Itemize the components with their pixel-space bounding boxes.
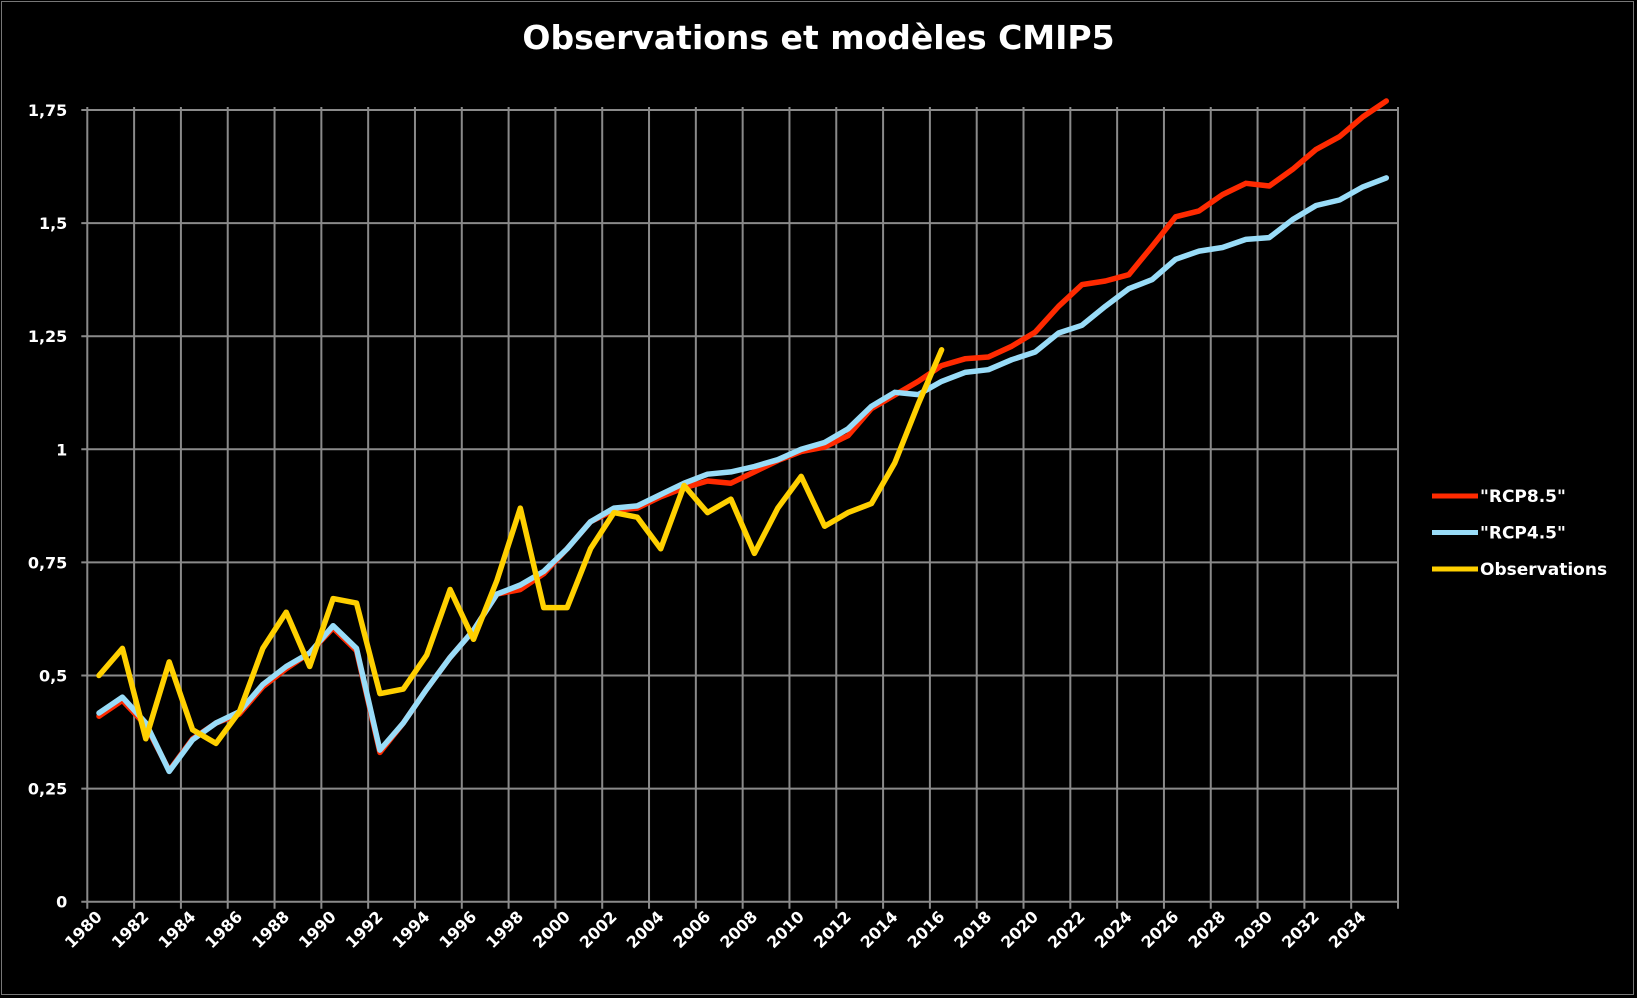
x-tick-label: 1984 [155,907,200,952]
x-tick-label: 2000 [529,907,574,952]
x-tick-label: 2032 [1278,907,1323,952]
x-tick-label: 1998 [482,907,527,952]
x-tick-label: 2004 [623,907,668,952]
x-tick-label: 2034 [1325,907,1370,952]
x-tick-label: 1996 [435,907,480,952]
y-tick-label: 0,5 [39,667,67,686]
x-tick-label: 1988 [248,907,293,952]
series-line-2 [96,347,945,747]
x-tick-label: 2024 [1091,907,1136,952]
y-tick-label: 0,25 [28,780,67,799]
x-tick-label: 2020 [997,907,1042,952]
x-tick-label: 2018 [950,907,995,952]
x-tick-label: 1986 [201,907,246,952]
x-tick-label: 2012 [810,907,855,952]
x-tick-label: 1982 [108,907,153,952]
x-tick-label: 1980 [61,907,106,952]
y-tick-label: 0 [56,893,67,912]
x-tick-label: 2014 [857,907,902,952]
x-tick-label: 1992 [342,907,387,952]
y-tick-label: 0,75 [28,553,67,572]
y-tick-label: 1,25 [28,327,67,346]
x-tick-label: 2026 [1138,907,1183,952]
x-tick-label: 1990 [295,907,340,952]
x-tick-label: 2010 [763,907,808,952]
x-tick-label: 2008 [716,907,761,952]
legend-label: "RCP8.5" [1480,487,1566,507]
x-tick-label: 2028 [1184,907,1229,952]
y-tick-label: 1 [56,440,67,459]
y-tick-label: 1,5 [39,214,67,233]
legend-label: "RCP4.5" [1480,524,1566,544]
x-tick-label: 2022 [1044,907,1089,952]
chart-title: Observations et modèles CMIP5 [522,18,1115,57]
x-tick-label: 1994 [389,907,434,952]
x-tick-label: 2006 [669,907,714,952]
x-tick-label: 2002 [576,907,621,952]
x-tick-label: 2016 [904,907,949,952]
legend-label: Observations [1480,560,1607,580]
y-tick-label: 1,75 [28,101,67,120]
x-tick-label: 2030 [1231,907,1276,952]
